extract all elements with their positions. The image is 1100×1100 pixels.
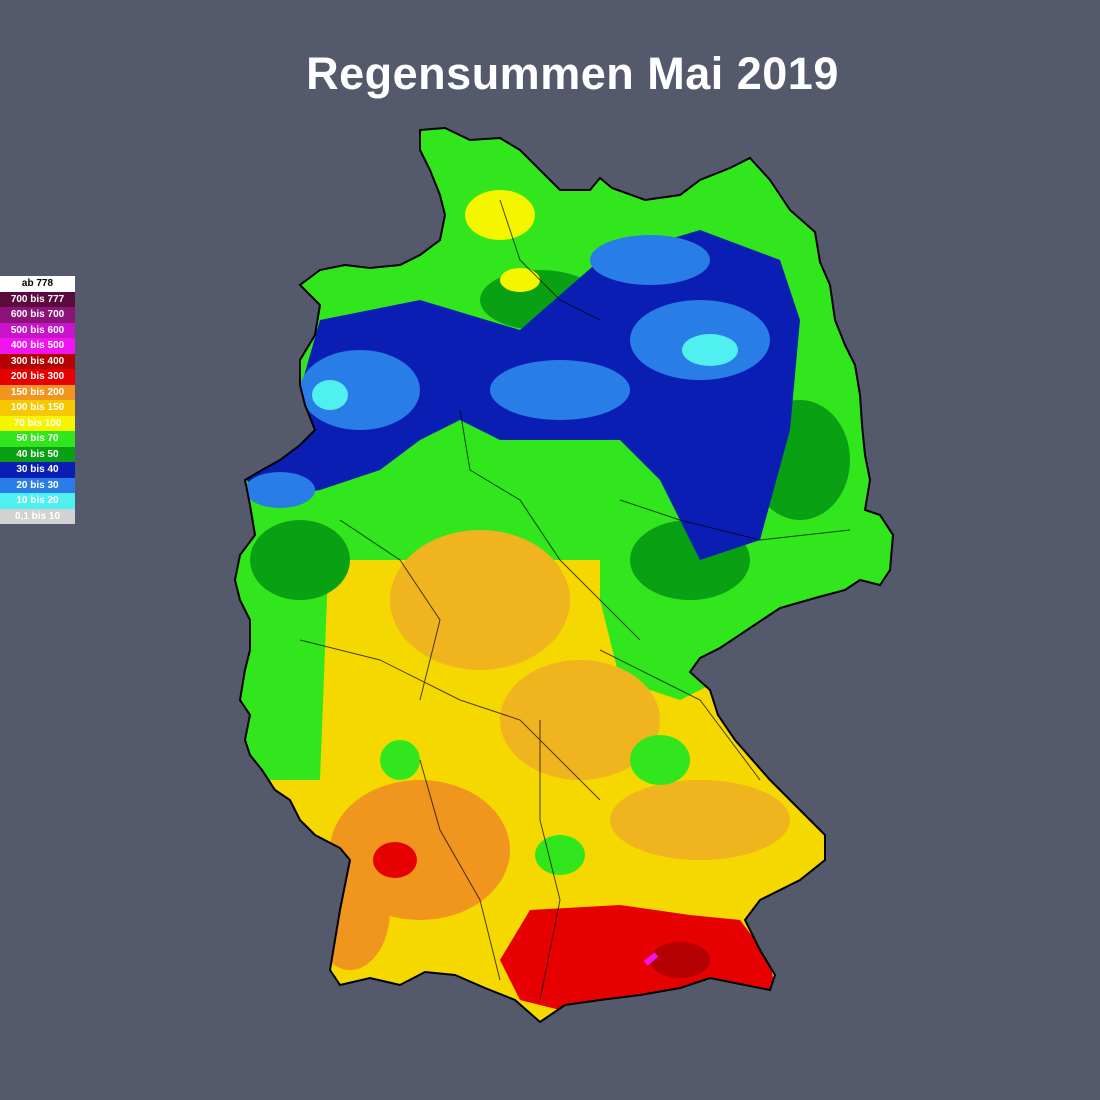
- legend-entry: 70 bis 100: [0, 415, 75, 431]
- district-borders: [299, 199, 851, 1001]
- precipitation-legend: ab 778 700 bis 777 600 bis 700 500 bis 600 4…: [0, 276, 75, 524]
- legend-entry: 500 bis 600: [0, 322, 75, 338]
- legend-entry: 0,1 bis 10: [0, 508, 75, 524]
- legend-entry: ab 778: [0, 276, 75, 292]
- legend-entry: 30 bis 40: [0, 462, 75, 478]
- legend-entry: 700 bis 777: [0, 291, 75, 307]
- legend-entry: 400 bis 500: [0, 338, 75, 354]
- map-title: Regensummen Mai 2019: [306, 48, 839, 99]
- legend-entry: 40 bis 50: [0, 446, 75, 462]
- legend-entry: 10 bis 20: [0, 493, 75, 509]
- legend-entry: 200 bis 300: [0, 369, 75, 385]
- legend-entry: 600 bis 700: [0, 307, 75, 323]
- legend-entry: 150 bis 200: [0, 384, 75, 400]
- legend-entry: 100 bis 150: [0, 400, 75, 416]
- legend-entry: 50 bis 70: [0, 431, 75, 447]
- legend-entry: 20 bis 30: [0, 477, 75, 493]
- legend-entry: 300 bis 400: [0, 353, 75, 369]
